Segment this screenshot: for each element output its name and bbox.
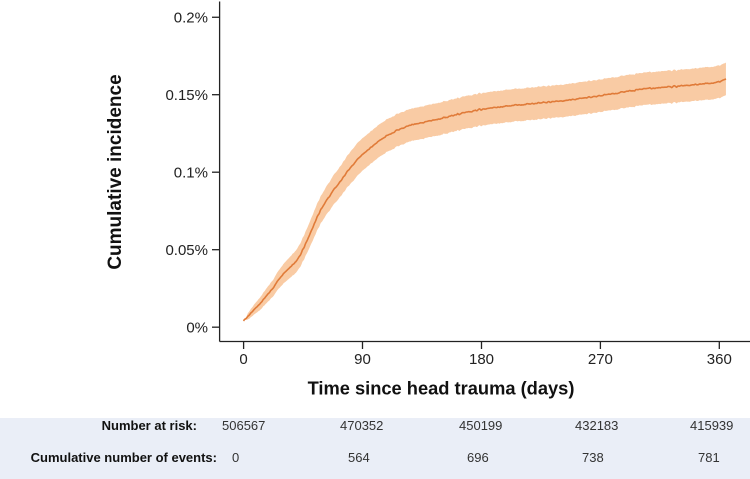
svg-text:Cumulative incidence: Cumulative incidence — [105, 74, 126, 269]
svg-text:738: 738 — [582, 450, 604, 465]
svg-text:450199: 450199 — [459, 418, 502, 433]
svg-text:415939: 415939 — [690, 418, 733, 433]
svg-text:0: 0 — [239, 351, 247, 368]
svg-text:90: 90 — [354, 351, 371, 368]
svg-text:470352: 470352 — [340, 418, 383, 433]
svg-text:696: 696 — [467, 450, 489, 465]
svg-text:Time since head trauma (days): Time since head trauma (days) — [308, 378, 575, 399]
svg-text:432183: 432183 — [575, 418, 618, 433]
svg-text:506567: 506567 — [222, 418, 265, 433]
svg-text:Number at risk:: Number at risk: — [102, 418, 197, 433]
svg-text:360: 360 — [707, 351, 732, 368]
svg-text:180: 180 — [469, 351, 494, 368]
svg-text:Cumulative number of events:: Cumulative number of events: — [31, 450, 217, 465]
svg-text:781: 781 — [698, 450, 720, 465]
svg-text:0: 0 — [232, 450, 239, 465]
svg-text:0%: 0% — [186, 320, 208, 337]
svg-text:0.2%: 0.2% — [174, 10, 208, 27]
svg-text:564: 564 — [348, 450, 370, 465]
svg-text:0.05%: 0.05% — [165, 242, 208, 259]
svg-text:0.15%: 0.15% — [165, 87, 208, 104]
svg-text:0.1%: 0.1% — [174, 165, 208, 182]
svg-text:270: 270 — [588, 351, 613, 368]
